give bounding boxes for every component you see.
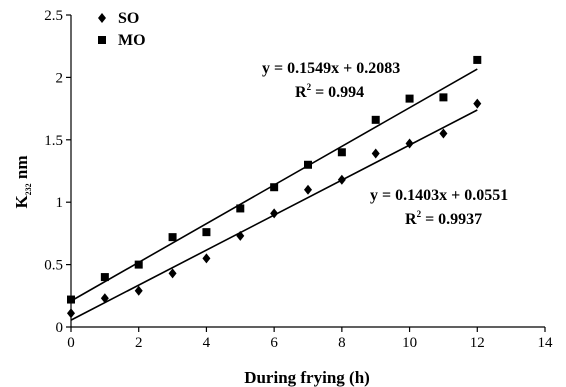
x-tick-label-0: 0: [67, 335, 75, 351]
equation-so: y = 0.1403x + 0.0551 R2 = 0.9937: [370, 187, 508, 228]
point-so-6: [270, 208, 279, 219]
point-so-1: [100, 293, 109, 304]
legend-label-mo: MO: [118, 32, 146, 49]
point-mo-8: [337, 148, 346, 157]
equation-mo: y = 0.1549x + 0.2083 R2 = 0.994: [262, 60, 400, 101]
point-mo-1: [100, 273, 109, 282]
x-tick-label-1: 2: [135, 335, 143, 351]
axes: 0 2 4 6 8 10 12 14 0 0.5 1 1.5 2 2.5: [44, 8, 553, 351]
point-mo-9: [371, 115, 380, 124]
point-so-8: [337, 174, 346, 185]
point-so-12: [473, 98, 482, 109]
point-so-7: [304, 184, 312, 195]
point-so-4: [202, 253, 211, 264]
point-mo-3: [168, 233, 177, 242]
x-tick-label-2: 4: [203, 335, 211, 351]
y-tick-label-0: 0: [56, 320, 64, 336]
point-so-9: [371, 148, 380, 159]
legend-label-so: SO: [118, 10, 139, 27]
point-so-11: [439, 128, 448, 139]
legend-item-mo: MO: [98, 32, 146, 49]
point-mo-5: [236, 204, 245, 213]
x-tick-label-4: 8: [338, 335, 346, 351]
r2-text-mo: R2 = 0.994: [295, 82, 364, 101]
y-axis-title: K232 nm: [12, 155, 33, 208]
legend-marker-mo: [98, 36, 106, 44]
point-so-5: [236, 230, 245, 241]
x-tick-label-3: 6: [270, 335, 278, 351]
legend-marker-so: [98, 13, 106, 23]
point-mo-6: [270, 183, 279, 192]
point-so-10: [405, 138, 414, 149]
equation-text-mo: y = 0.1549x + 0.2083: [262, 60, 400, 77]
point-mo-2: [134, 260, 143, 269]
legend: SO MO: [98, 10, 146, 49]
y-tick-label-5: 2.5: [44, 8, 63, 24]
point-mo-4: [202, 228, 211, 237]
y-tick-label-1: 0.5: [44, 258, 63, 274]
point-mo-7: [304, 160, 312, 169]
x-tick-label-7: 14: [538, 335, 554, 351]
x-axis-title: During frying (h): [244, 368, 370, 387]
r2-text-so: R2 = 0.9937: [405, 209, 482, 228]
point-so-2: [134, 285, 143, 296]
equation-text-so: y = 0.1403x + 0.0551: [370, 187, 508, 204]
data-points: [67, 55, 482, 319]
point-so-0: [67, 308, 75, 319]
point-mo-11: [439, 93, 448, 102]
legend-item-so: SO: [98, 10, 139, 27]
point-so-3: [168, 268, 177, 279]
x-tick-label-5: 10: [402, 335, 417, 351]
y-tick-label-4: 2: [56, 70, 64, 86]
y-tick-label-2: 1: [56, 195, 64, 211]
y-tick-label-3: 1.5: [44, 133, 63, 149]
x-tick-label-6: 12: [470, 335, 485, 351]
point-mo-0: [67, 295, 75, 304]
point-mo-10: [405, 94, 414, 103]
point-mo-12: [473, 55, 482, 64]
